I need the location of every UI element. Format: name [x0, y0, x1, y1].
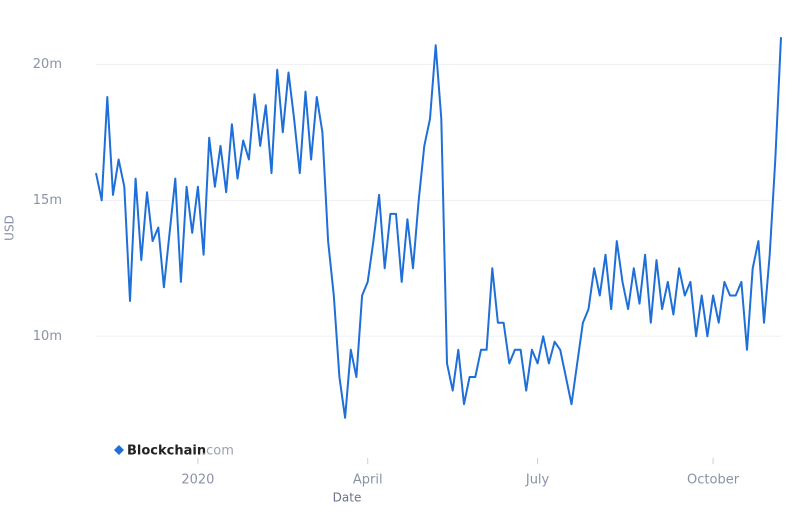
y-axis-label: USD: [3, 215, 17, 241]
watermark-brand: Blockchain: [127, 444, 206, 459]
y-tick-label: 10m: [33, 329, 62, 344]
watermark: Blockchain .com: [114, 444, 234, 459]
y-tick-label: 20m: [33, 57, 62, 72]
data-line: [95, 37, 782, 419]
watermark-suffix: .com: [202, 444, 234, 459]
x-tick-label: April: [353, 473, 383, 488]
x-tick-label: July: [525, 473, 550, 488]
x-tick-label: October: [687, 473, 740, 488]
y-tick-label: 15m: [33, 193, 62, 208]
watermark-icon: [114, 445, 124, 455]
x-tick-label: 2020: [181, 473, 214, 488]
x-axis-label: Date: [333, 491, 362, 505]
